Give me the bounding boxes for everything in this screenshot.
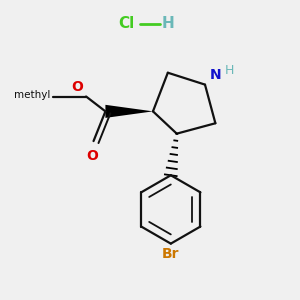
Text: O: O bbox=[71, 80, 83, 94]
Text: N: N bbox=[209, 68, 221, 82]
Polygon shape bbox=[105, 105, 153, 118]
Text: Cl: Cl bbox=[118, 16, 134, 31]
Text: Br: Br bbox=[162, 248, 180, 262]
Text: H: H bbox=[161, 16, 174, 31]
Text: methyl: methyl bbox=[14, 90, 50, 100]
Text: O: O bbox=[86, 148, 98, 163]
Text: H: H bbox=[224, 64, 234, 77]
